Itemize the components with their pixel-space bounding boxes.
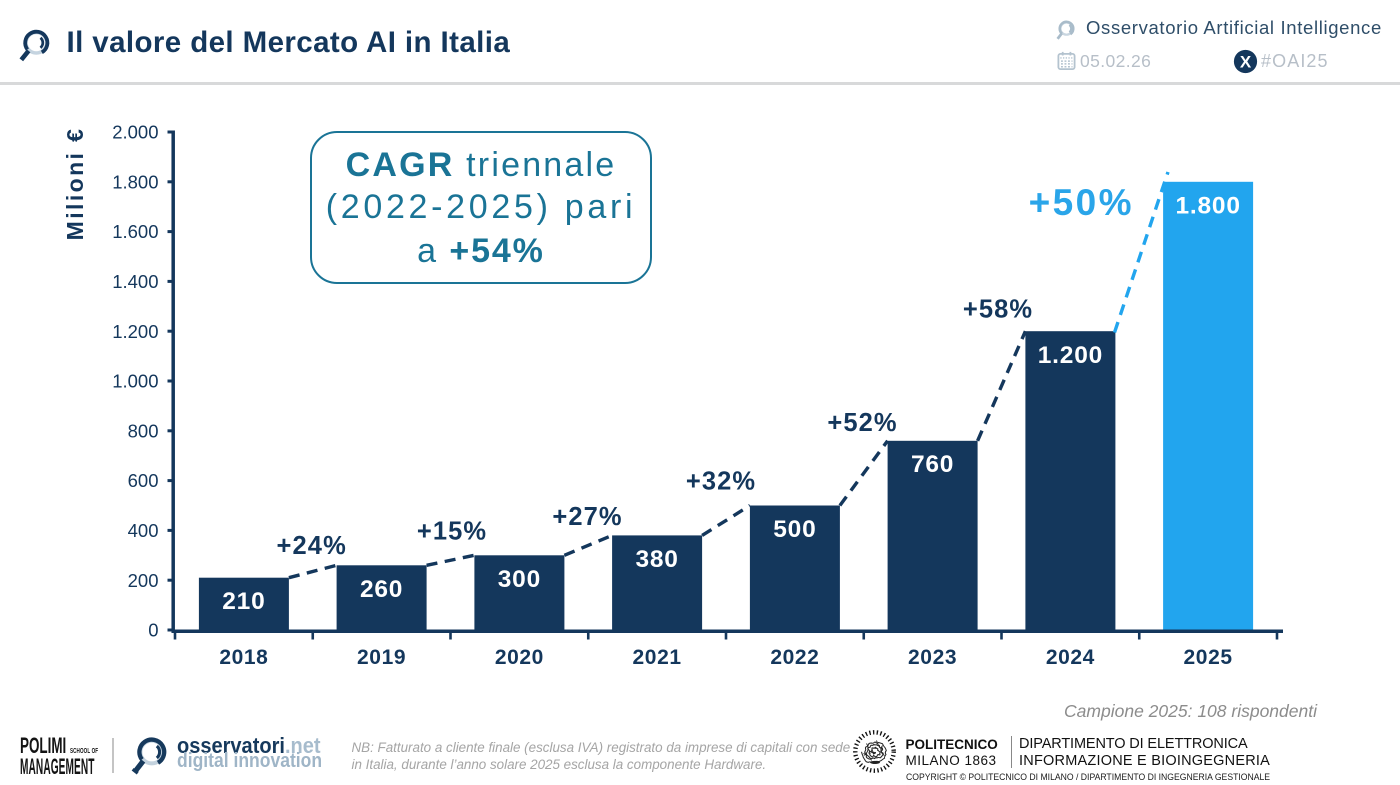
svg-text:500: 500 xyxy=(773,516,816,543)
svg-text:400: 400 xyxy=(128,520,159,541)
svg-text:Milioni €: Milioni € xyxy=(62,127,88,241)
svg-text:2024: 2024 xyxy=(1046,646,1095,669)
svg-text:1.800: 1.800 xyxy=(112,171,158,192)
svg-text:0: 0 xyxy=(148,620,158,641)
svg-text:1.600: 1.600 xyxy=(112,221,158,242)
svg-text:+58%: +58% xyxy=(963,296,1033,324)
svg-text:+32%: +32% xyxy=(686,468,756,496)
svg-text:260: 260 xyxy=(360,576,403,603)
svg-text:2022: 2022 xyxy=(770,646,819,669)
svg-text:+24%: +24% xyxy=(277,532,347,560)
svg-text:2021: 2021 xyxy=(633,646,682,669)
svg-text:300: 300 xyxy=(498,566,541,593)
svg-text:X: X xyxy=(1240,53,1252,72)
svg-text:2020: 2020 xyxy=(495,646,544,669)
svg-text:380: 380 xyxy=(635,546,678,573)
svg-text:210: 210 xyxy=(222,588,265,615)
svg-text:2.000: 2.000 xyxy=(112,122,158,143)
svg-text:2025: 2025 xyxy=(1184,646,1233,669)
svg-text:200: 200 xyxy=(128,570,159,591)
svg-text:1.000: 1.000 xyxy=(112,371,158,392)
svg-text:+52%: +52% xyxy=(827,409,897,437)
svg-text:1.400: 1.400 xyxy=(112,271,158,292)
svg-text:760: 760 xyxy=(911,451,954,478)
svg-text:+50%: +50% xyxy=(1029,182,1134,223)
svg-text:+27%: +27% xyxy=(552,503,622,531)
svg-text:1.200: 1.200 xyxy=(112,321,158,342)
svg-text:2023: 2023 xyxy=(908,646,957,669)
svg-text:2019: 2019 xyxy=(357,646,406,669)
svg-text:800: 800 xyxy=(128,420,159,441)
svg-text:1.200: 1.200 xyxy=(1038,342,1103,369)
svg-text:2018: 2018 xyxy=(219,646,268,669)
svg-text:600: 600 xyxy=(128,470,159,491)
svg-text:+15%: +15% xyxy=(417,518,487,546)
svg-text:1.800: 1.800 xyxy=(1175,193,1240,220)
